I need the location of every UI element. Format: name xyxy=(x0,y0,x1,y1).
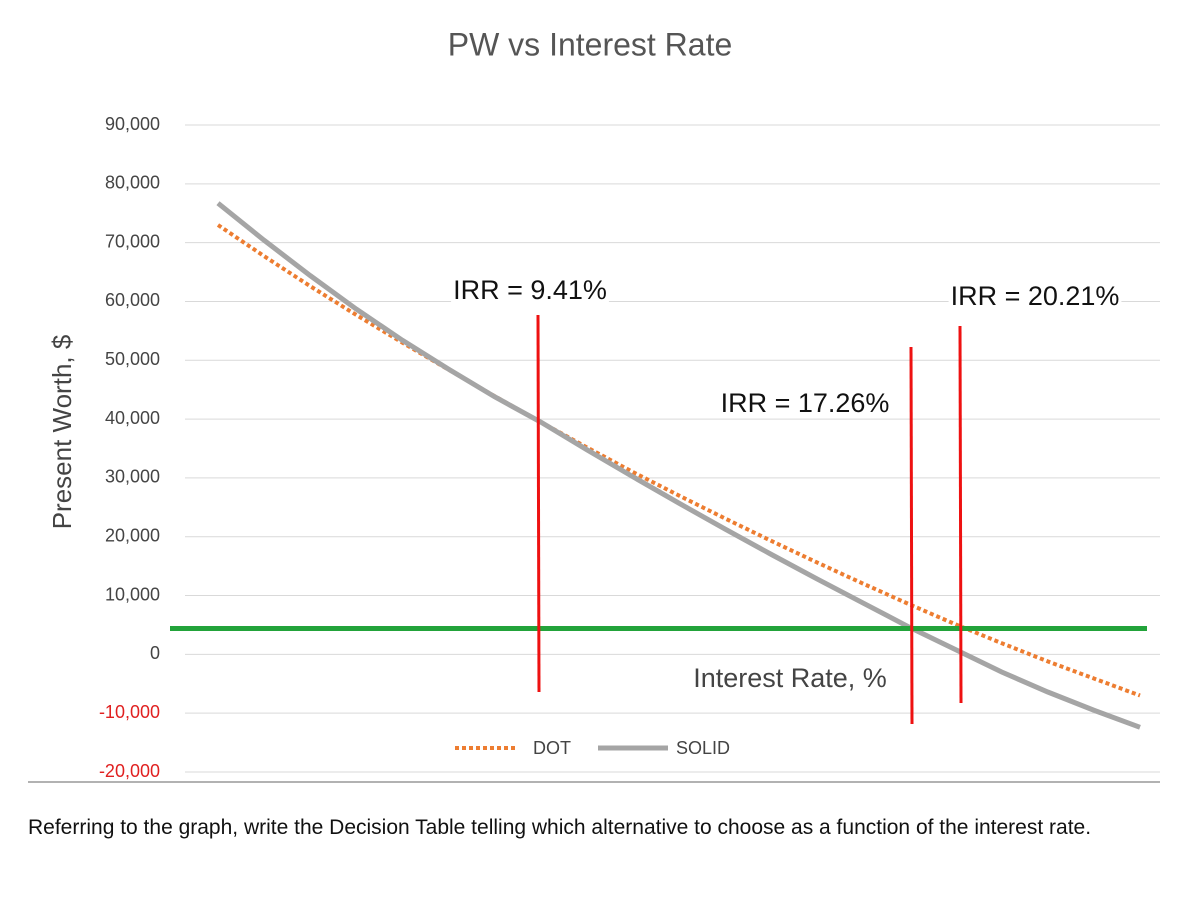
y-axis-title: Present Worth, $ xyxy=(47,334,77,529)
x-axis-title: Interest Rate, % xyxy=(693,663,887,693)
legend-label: DOT xyxy=(533,738,571,758)
chart: PW vs Interest Rate Present Worth, $ Int… xyxy=(28,26,1160,783)
y-tick-label: 90,000 xyxy=(105,114,160,134)
series-line xyxy=(216,223,1141,698)
y-tick-label: 20,000 xyxy=(105,525,160,545)
annotation-bg xyxy=(451,275,609,306)
y-tick-label: 60,000 xyxy=(105,290,160,310)
y-tick-label: -10,000 xyxy=(99,702,160,722)
chart-title: PW vs Interest Rate xyxy=(448,26,733,62)
y-tick-label: 0 xyxy=(150,643,160,663)
irr-annotation: IRR = 9.41% xyxy=(453,275,607,305)
annotation-bg xyxy=(718,388,892,419)
irr-annotation: IRR = 20.21% xyxy=(951,281,1120,311)
legend-label: SOLID xyxy=(676,738,730,758)
irr-marker xyxy=(958,325,963,704)
series-line xyxy=(216,201,1141,730)
irr-marker xyxy=(536,314,541,693)
y-tick-label: 70,000 xyxy=(105,231,160,251)
y-tick-label: 80,000 xyxy=(105,173,160,193)
y-tick-label: 10,000 xyxy=(105,584,160,604)
irr-annotation: IRR = 17.26% xyxy=(721,388,890,418)
annotation-bg xyxy=(948,281,1122,312)
question-text: Referring to the graph, write the Decisi… xyxy=(28,816,1092,839)
y-tick-label: 50,000 xyxy=(105,349,160,369)
irr-marker xyxy=(909,346,914,725)
y-tick-label: -20,000 xyxy=(99,761,160,781)
y-tick-label: 30,000 xyxy=(105,467,160,487)
y-tick-label: 40,000 xyxy=(105,408,160,428)
